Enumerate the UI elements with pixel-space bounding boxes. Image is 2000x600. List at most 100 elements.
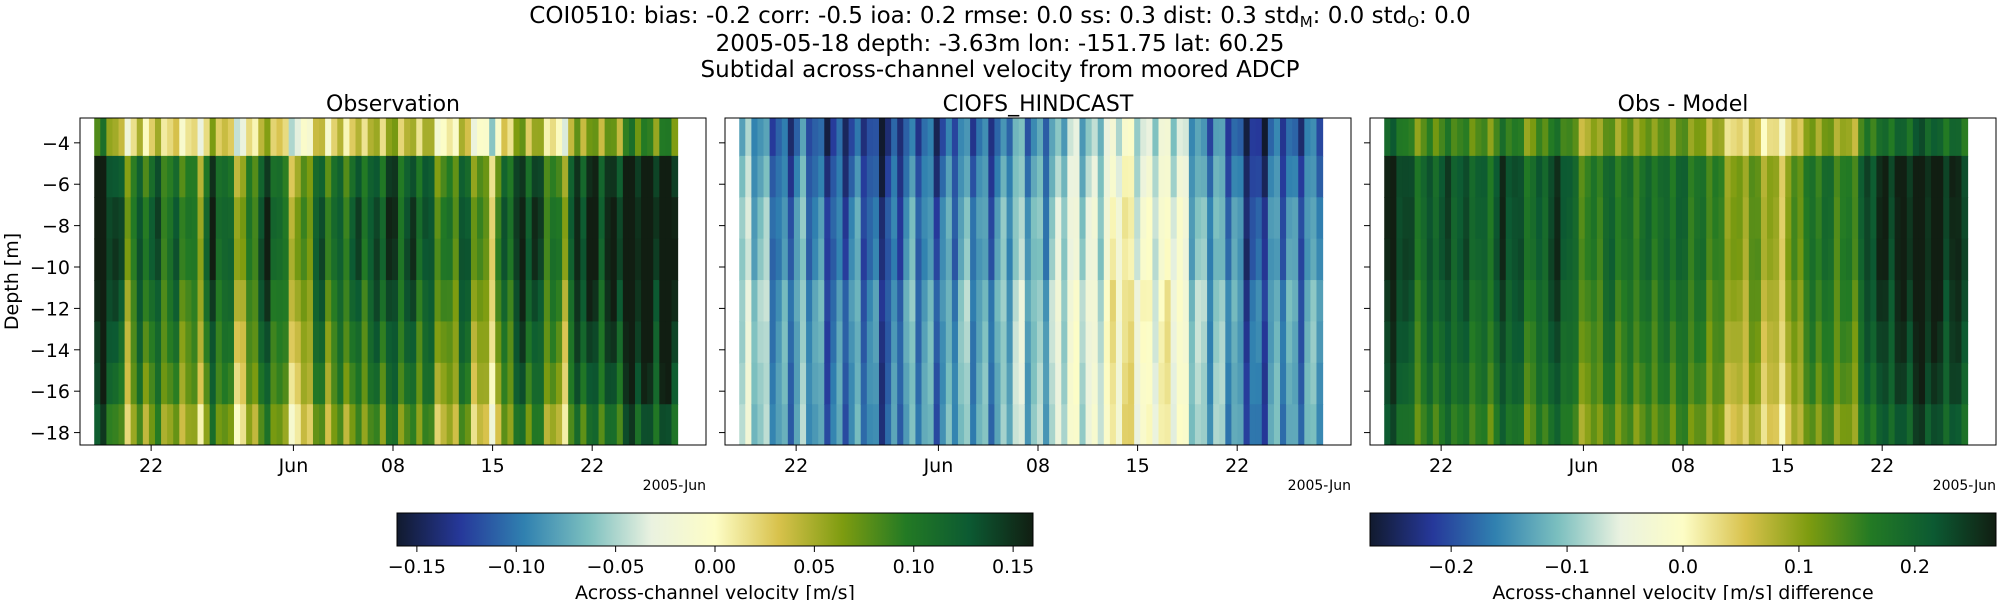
heatmap-cell [130,238,138,281]
heatmap-cell [1937,155,1944,198]
heatmap-cell [635,362,642,405]
heatmap-cell [1864,404,1871,445]
heatmap-cell [1261,362,1269,405]
heatmap-cell [1396,280,1404,323]
heatmap-cell [185,404,193,445]
heatmap-cell [1249,197,1257,240]
heatmap-cell [1420,362,1428,405]
heatmap-cell [1043,321,1050,364]
heatmap-cell [641,404,648,445]
heatmap-cell [964,362,971,405]
heatmap-cell [446,238,454,281]
heatmap-cell [215,238,223,281]
heatmap-cell [1432,238,1440,281]
heatmap-cell [1298,118,1305,157]
heatmap-cell [161,118,168,157]
heatmap-cell [440,280,448,323]
heatmap-cell [1578,118,1586,157]
heatmap-cell [556,280,563,323]
heatmap-cell [1219,118,1226,157]
heatmap-cell [258,280,265,323]
heatmap-cell [1651,362,1659,405]
heatmap-cell [915,280,923,323]
heatmap-cell [653,362,660,405]
heatmap-cell [1791,280,1799,323]
heatmap-cell [1566,197,1574,240]
heatmap-cell [197,280,205,323]
heatmap-cell [203,280,211,323]
heatmap-cell [337,362,344,405]
heatmap-cell [751,238,759,281]
heatmap-cell [1760,197,1768,240]
heatmap-cell [1633,197,1641,240]
heatmap-cell [1785,155,1792,198]
heatmap-cell [124,238,132,281]
heatmap-cell [1097,362,1105,405]
x-tick-label: 15 [1125,455,1149,477]
y-tick-label: −16 [30,381,70,403]
heatmap-cell [319,155,326,198]
heatmap-cell [1566,404,1574,445]
heatmap-cell [1231,238,1239,281]
heatmap-cell [1182,155,1190,198]
heatmap-cell [574,321,581,364]
heatmap-cell [1176,404,1184,445]
heatmap-cell [1754,197,1762,240]
heatmap-cell [1651,118,1659,157]
heatmap-cell [246,280,253,323]
heatmap-cell [897,404,904,445]
heatmap-cell [1803,404,1811,445]
heatmap-cell [477,118,484,157]
heatmap-cell [549,280,557,323]
heatmap-cell [781,197,789,240]
heatmap-cell [586,404,594,445]
heatmap-cell [1055,118,1062,157]
heatmap-cell [1694,362,1701,405]
heatmap-cell [221,362,229,405]
heatmap-cell [258,362,265,405]
heatmap-cell [1432,155,1440,198]
heatmap-cell [1292,197,1299,240]
heatmap-cell [191,197,199,240]
heatmap-cell [94,238,101,281]
heatmap-cell [628,362,636,405]
heatmap-cell [1499,280,1507,323]
heatmap-cell [1949,197,1956,240]
heatmap-cell [994,197,1002,240]
x-tick-label: 15 [480,455,504,477]
heatmap-cell [300,362,308,405]
heatmap-cell [1779,362,1786,405]
heatmap-cell [1280,238,1287,281]
heatmap-cell [1530,118,1537,157]
heatmap-cell [501,404,509,445]
heatmap-cell [1091,280,1099,323]
heatmap-cell [957,321,965,364]
heatmap-cell [604,404,612,445]
heatmap-cell [331,197,338,240]
heatmap-cell [1000,155,1008,198]
heatmap-cell [1821,280,1829,323]
heatmap-cell [1012,155,1020,198]
heatmap-cell [525,197,533,240]
heatmap-cell [976,362,983,405]
x-tick-label: Jun [923,455,954,477]
heatmap-cell [94,404,101,445]
heatmap-cell [264,155,272,198]
heatmap-cell [306,197,314,240]
heatmap-cell [1852,362,1859,405]
heatmap-cell [312,280,320,323]
heatmap-cell [903,197,910,240]
heatmap-cell [1633,321,1641,364]
heatmap-cell [1006,238,1014,281]
heatmap-cell [1827,197,1835,240]
heatmap-cell [1030,197,1038,240]
heatmap-cell [136,238,144,281]
heatmap-cell [1548,404,1555,445]
heatmap-cell [1560,362,1568,405]
heatmap-cell [616,118,624,157]
heatmap-cell [470,362,478,405]
heatmap-cell [1194,155,1202,198]
heatmap-cell [1590,118,1598,157]
heatmap-cell [1280,118,1287,157]
heatmap-cell [1213,280,1220,323]
